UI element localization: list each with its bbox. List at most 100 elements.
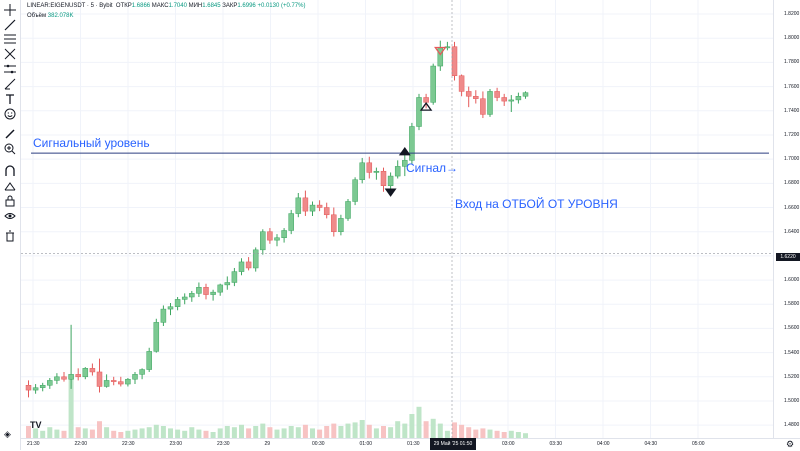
volume-bar xyxy=(359,420,365,438)
volume-bar xyxy=(125,430,131,438)
volume-bar xyxy=(437,423,443,438)
volume-bar xyxy=(345,423,351,438)
volume-bar xyxy=(324,426,330,438)
volume-bar xyxy=(459,424,465,438)
candle-body xyxy=(366,162,373,173)
symbol-title[interactable]: LINEAR:EIGENUSDT · 5 · Bybit xyxy=(27,3,113,9)
chart-svg xyxy=(21,0,773,438)
low-label: МИН xyxy=(188,3,203,9)
volume-bar xyxy=(402,423,408,438)
candle-body xyxy=(423,97,429,103)
text-icon[interactable] xyxy=(3,93,17,107)
time-tick-label: 05:00 xyxy=(692,441,705,447)
price-tick-label: 1.8000 xyxy=(784,35,800,42)
candle-body xyxy=(118,381,124,385)
volume-bar xyxy=(246,428,252,438)
time-tick-label: 01:00 xyxy=(359,441,373,447)
lock-drawing-icon[interactable] xyxy=(3,180,17,194)
candle-body xyxy=(323,207,330,216)
gear-icon[interactable]: ⚙ xyxy=(786,439,795,449)
candle-body xyxy=(96,371,103,387)
candle-body xyxy=(437,47,444,67)
candle-body xyxy=(267,231,273,241)
candle-body xyxy=(345,201,351,219)
signal-level-annotation[interactable]: Сигнальный уровень xyxy=(33,136,150,150)
volume-bar xyxy=(473,429,479,438)
volume-bar xyxy=(267,427,273,438)
crosshair-time-badge: 29 Май '25 01:50 xyxy=(430,438,476,450)
trendline-icon[interactable] xyxy=(3,19,17,33)
close-label: ЗАКР xyxy=(222,3,238,9)
entry-annotation[interactable]: Вход на ОТБОЙ ОТ УРОВНЯ xyxy=(455,197,618,211)
price-tick-label: 1.7200 xyxy=(784,131,800,138)
price-tick-label: 1.6600 xyxy=(784,204,800,211)
volume-bar xyxy=(26,426,31,438)
time-tick-label: 23:30 xyxy=(217,441,230,447)
volume-bar xyxy=(515,432,521,438)
time-tick-label: 21:30 xyxy=(27,441,40,447)
high-value: 1.7040 xyxy=(168,3,187,9)
volume-bar xyxy=(480,428,486,438)
candle-body xyxy=(515,96,522,101)
price-tick-label: 1.5400 xyxy=(784,349,800,356)
candle-body xyxy=(352,179,358,202)
crosshair-icon[interactable] xyxy=(3,4,17,18)
candle-body xyxy=(203,287,209,295)
candle-body xyxy=(487,91,493,115)
volume-bar xyxy=(274,429,280,438)
up-triangle-outline-marker xyxy=(419,102,433,111)
eye-icon[interactable] xyxy=(3,210,17,224)
volume-bar xyxy=(444,430,450,438)
tradingview-logo[interactable]: TV xyxy=(30,420,42,430)
candle-body xyxy=(458,75,465,92)
pattern-icon[interactable] xyxy=(3,63,17,77)
volume-bar xyxy=(352,422,358,438)
measure-icon[interactable] xyxy=(3,78,17,92)
layers-icon[interactable]: ◈ xyxy=(4,429,11,439)
volume-bar xyxy=(89,429,95,438)
candle-body xyxy=(295,197,302,214)
volume-bar xyxy=(523,433,528,438)
price-axis[interactable]: 1.8200 1.8000 1.7800 1.7600 1.7400 1.7200 1.70… xyxy=(773,0,800,438)
magnet-icon[interactable] xyxy=(3,165,17,179)
candle-body xyxy=(394,166,401,177)
volume-bar xyxy=(68,378,74,438)
price-tick-label: 1.8200 xyxy=(784,11,800,18)
volume-bar xyxy=(288,426,294,438)
time-axis[interactable]: 21:30 22:00 22:30 23:00 23:30 29 00:30 01:00 01:… xyxy=(21,438,800,451)
candle-body xyxy=(302,197,309,212)
candle-body xyxy=(288,213,294,231)
candle-body xyxy=(402,160,408,167)
volume-bar xyxy=(75,427,81,438)
current-price-badge: 1.6220 xyxy=(776,253,800,261)
candle-body xyxy=(132,374,138,380)
candle-body xyxy=(61,376,67,380)
candle-body xyxy=(217,284,223,293)
ruler-icon[interactable] xyxy=(3,128,17,142)
time-tick-label: 22:00 xyxy=(74,441,88,447)
trash-icon[interactable] xyxy=(3,230,17,244)
volume-bar xyxy=(260,423,266,438)
volume-bar xyxy=(452,422,457,438)
price-tick-label: 1.6800 xyxy=(784,180,800,187)
chart-canvas[interactable] xyxy=(21,0,773,438)
drawing-toolbar: ◈ xyxy=(0,0,21,450)
candle-body xyxy=(309,204,316,212)
volume-bar xyxy=(175,429,181,438)
candle-body xyxy=(416,97,422,127)
candle-body xyxy=(331,214,337,232)
volume-bar xyxy=(231,427,237,438)
lock-icon[interactable] xyxy=(3,195,17,209)
time-tick-label: 03:00 xyxy=(502,441,515,447)
down-triangle-marker xyxy=(384,188,397,197)
emoji-icon[interactable] xyxy=(3,108,17,122)
pitchfork-icon[interactable] xyxy=(3,48,17,62)
volume-bar xyxy=(366,424,372,438)
candle-body xyxy=(338,218,344,232)
volume-bar xyxy=(487,429,493,438)
zoom-in-icon[interactable] xyxy=(3,143,17,157)
volume-bar xyxy=(508,430,514,438)
signal-annotation[interactable]: Сигнал→ xyxy=(406,161,459,175)
fib-icon[interactable] xyxy=(3,33,17,47)
